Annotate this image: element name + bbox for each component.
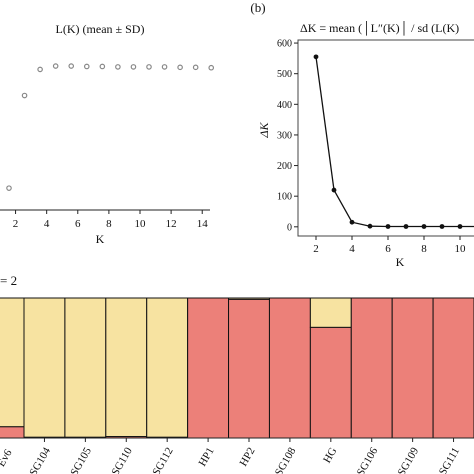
structure-title: = 2 xyxy=(0,273,17,288)
lk-point xyxy=(161,64,168,70)
lk-point xyxy=(130,64,137,70)
dk-y-tick-label: 0 xyxy=(287,222,292,233)
lk-point xyxy=(115,64,121,70)
dk-plot-frame xyxy=(297,39,474,237)
structure-bar-segment xyxy=(391,297,434,439)
panel-delta-k: (b) ΔK = mean (│L″(K)│ / sd (L(K) 010020… xyxy=(250,0,474,269)
dk-point xyxy=(457,224,463,229)
structure-labels: Ev6 SG104 SG105 SG110 SG112 HP1 HP2 SG108 HG SG10… xyxy=(0,438,462,474)
dk-x-ticks: 2 4 6 8 10 xyxy=(313,236,466,255)
structure-bar-segment xyxy=(268,297,311,439)
structure-label: HG xyxy=(321,445,339,465)
panel-lk: L(K) (mean ± SD) 2 4 6 8 10 12 14 K xyxy=(0,22,215,246)
lk-x-tick-label: 6 xyxy=(75,218,81,230)
structure-label: SG104 xyxy=(27,445,53,474)
structure-bars xyxy=(0,297,474,439)
dk-point xyxy=(313,54,319,60)
lk-point xyxy=(83,63,90,70)
dk-xlabel: K xyxy=(396,255,405,269)
structure-bar-segment xyxy=(105,297,148,438)
lk-x-tick-label: 12 xyxy=(166,218,177,230)
structure-bar-segment xyxy=(309,297,352,328)
dk-point xyxy=(385,224,391,229)
structure-bar-segment xyxy=(0,426,25,439)
structure-label: SG112 xyxy=(150,446,175,474)
dk-point xyxy=(439,224,445,229)
structure-bar-segment xyxy=(350,297,393,439)
dk-x-tick-label: 4 xyxy=(349,243,355,255)
lk-point xyxy=(21,92,28,99)
lk-point xyxy=(192,64,199,71)
structure-bar-segment xyxy=(187,297,230,439)
dk-point xyxy=(349,219,355,225)
dk-y-tick-label: 200 xyxy=(277,161,292,172)
lk-point xyxy=(177,64,183,71)
dk-y-tick-label: 300 xyxy=(277,130,292,141)
lk-x-tick-label: 2 xyxy=(13,218,19,230)
lk-point xyxy=(68,63,75,69)
lk-x-tick-label: 4 xyxy=(44,218,50,230)
panel-structure: = 2 Ev6 SG104 SG105 SG110 SG112 HP1 HP2 SG108 HG… xyxy=(0,273,474,474)
dk-points xyxy=(313,54,463,229)
dk-y-tick-label: 500 xyxy=(277,69,292,80)
dk-point xyxy=(421,224,427,229)
lk-point xyxy=(37,66,43,73)
dk-x-tick-label: 8 xyxy=(421,243,427,255)
dk-point xyxy=(403,224,409,229)
structure-label: SG110 xyxy=(109,445,135,474)
structure-bar-segment xyxy=(309,326,352,439)
dk-y-tick-label: 400 xyxy=(277,100,292,111)
lk-point xyxy=(208,64,215,71)
lk-point xyxy=(99,63,106,70)
structure-label: SG106 xyxy=(355,445,381,474)
lk-points xyxy=(6,63,215,191)
dk-x-tick-label: 6 xyxy=(385,243,391,255)
dk-point xyxy=(331,187,337,193)
lk-title: L(K) (mean ± SD) xyxy=(56,22,145,36)
structure-bar-segment xyxy=(228,298,270,439)
dk-title: ΔK = mean (│L″(K)│ / sd (L(K) xyxy=(300,21,459,36)
dk-y-tick-label: 600 xyxy=(277,39,292,50)
lk-x-tick-label: 8 xyxy=(106,218,112,230)
structure-bar-segment xyxy=(146,297,189,438)
dk-series-line xyxy=(315,56,474,228)
lk-point xyxy=(6,185,12,191)
dk-x-tick-label: 2 xyxy=(313,243,319,255)
structure-label: HP1 xyxy=(197,446,217,469)
dk-x-tick-label: 10 xyxy=(455,243,467,255)
structure-bar-segment xyxy=(23,297,66,438)
lk-xlabel: K xyxy=(96,232,105,246)
lk-x-tick-label: 10 xyxy=(135,218,147,230)
structure-label: HP2 xyxy=(237,446,257,469)
lk-point xyxy=(146,64,152,70)
dk-ylabel: ΔK xyxy=(257,121,271,138)
structure-label: SG105 xyxy=(68,445,94,474)
lk-x-ticks: 2 4 6 8 10 12 14 xyxy=(13,210,208,230)
structure-bar-segment xyxy=(0,297,25,428)
panel-label-b: (b) xyxy=(250,0,265,15)
structure-label: SG109 xyxy=(396,445,422,474)
lk-x-tick-label: 14 xyxy=(197,218,209,230)
lk-point xyxy=(52,63,59,69)
structure-label: SG111 xyxy=(437,446,462,474)
structure-bar-segment xyxy=(64,297,107,438)
dk-point xyxy=(367,223,373,229)
structure-label: Ev6 xyxy=(0,447,15,469)
dk-y-tick-label: 100 xyxy=(277,192,292,203)
structure-label: SG108 xyxy=(273,445,299,474)
dk-y-ticks: 0 100 200 300 400 500 600 xyxy=(277,39,298,233)
structure-bar-segment xyxy=(432,297,474,439)
